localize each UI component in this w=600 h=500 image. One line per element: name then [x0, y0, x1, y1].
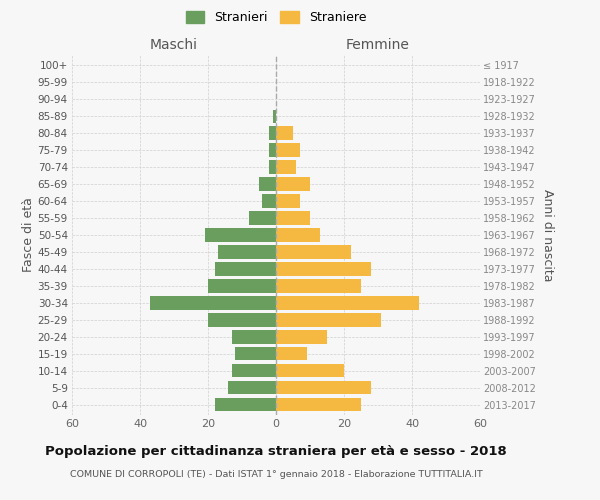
Bar: [276, 178, 310, 190]
Bar: [259, 178, 276, 190]
Text: Popolazione per cittadinanza straniera per età e sesso - 2018: Popolazione per cittadinanza straniera p…: [45, 445, 507, 458]
Bar: [276, 160, 296, 173]
Bar: [215, 398, 276, 411]
Bar: [276, 280, 361, 292]
Bar: [276, 194, 300, 207]
Bar: [269, 160, 276, 173]
Bar: [272, 110, 276, 123]
Bar: [215, 262, 276, 276]
Bar: [276, 262, 371, 276]
Bar: [276, 314, 382, 326]
Bar: [208, 314, 276, 326]
Bar: [276, 364, 344, 378]
Legend: Stranieri, Straniere: Stranieri, Straniere: [181, 6, 371, 29]
Bar: [276, 381, 371, 394]
Bar: [276, 144, 300, 156]
Text: Maschi: Maschi: [150, 38, 198, 52]
Bar: [235, 347, 276, 360]
Bar: [232, 364, 276, 378]
Bar: [262, 194, 276, 207]
Bar: [208, 280, 276, 292]
Bar: [232, 330, 276, 344]
Bar: [249, 212, 276, 224]
Text: COMUNE DI CORROPOLI (TE) - Dati ISTAT 1° gennaio 2018 - Elaborazione TUTTITALIA.: COMUNE DI CORROPOLI (TE) - Dati ISTAT 1°…: [70, 470, 482, 479]
Bar: [150, 296, 276, 310]
Bar: [276, 398, 361, 411]
Y-axis label: Anni di nascita: Anni di nascita: [541, 188, 554, 281]
Bar: [276, 296, 419, 310]
Bar: [276, 347, 307, 360]
Bar: [269, 126, 276, 140]
Bar: [276, 246, 351, 258]
Bar: [218, 246, 276, 258]
Bar: [205, 228, 276, 241]
Y-axis label: Fasce di età: Fasce di età: [22, 198, 35, 272]
Text: Femmine: Femmine: [346, 38, 410, 52]
Bar: [276, 228, 320, 241]
Bar: [276, 330, 327, 344]
Bar: [229, 381, 276, 394]
Bar: [269, 144, 276, 156]
Bar: [276, 126, 293, 140]
Bar: [276, 212, 310, 224]
